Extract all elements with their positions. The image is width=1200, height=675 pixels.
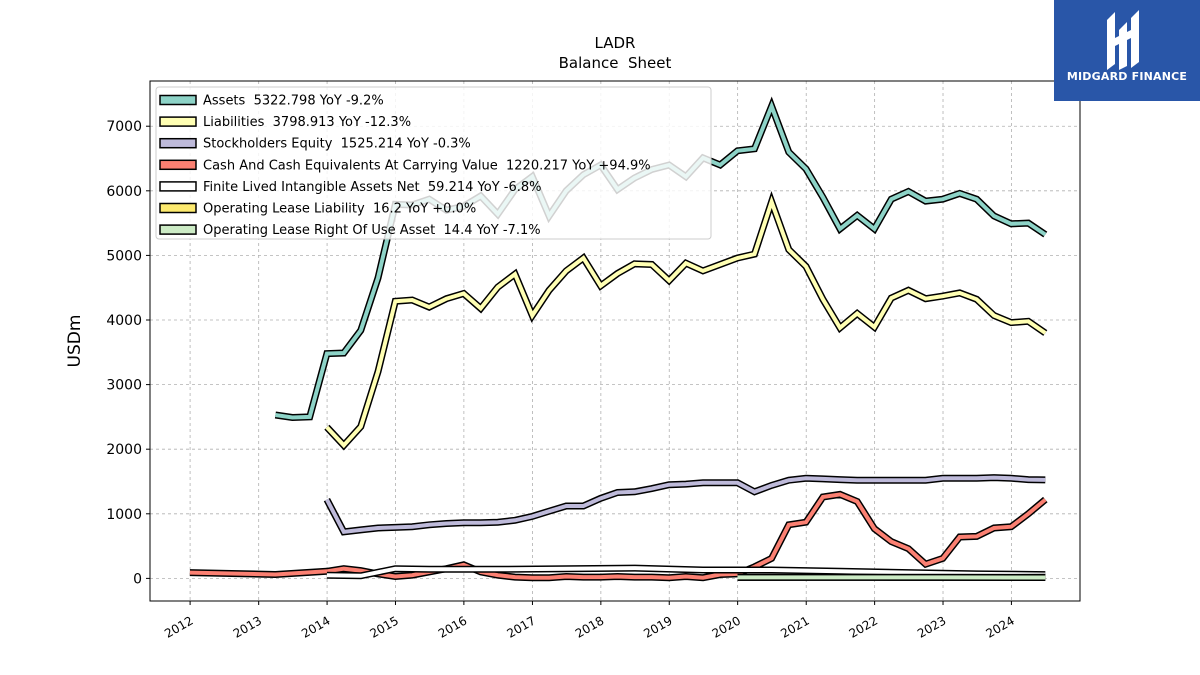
midgard-logo-icon (1107, 10, 1139, 70)
x-tick-label: 2016 (436, 613, 469, 640)
x-tick-label: 2020 (710, 613, 743, 640)
legend-swatch-6 (159, 224, 197, 235)
series-lines (189, 96, 1048, 582)
x-tick-label: 2014 (299, 613, 332, 640)
legend-swatch-4 (159, 181, 197, 192)
plot-frame (149, 80, 1081, 602)
legend-entry-2: Stockholders Equity 1525.214 YoY -0.3% (203, 137, 471, 152)
series-line-2 (325, 475, 1046, 535)
series-line-3 (189, 492, 1047, 580)
y-tick-label: 1000 (106, 507, 142, 523)
y-tick-label: 7000 (106, 119, 142, 135)
legend-entry-6: Operating Lease Right Of Use Asset 14.4 … (203, 223, 541, 238)
series-line-4 (326, 566, 1046, 578)
y-tick-label: 2000 (106, 442, 142, 458)
chart-title: LADR (595, 34, 636, 52)
x-tick-label: 2013 (231, 613, 264, 640)
x-tick-label: 2024 (983, 613, 1016, 640)
y-tick-label: 5000 (106, 248, 142, 264)
legend-entry-4: Finite Lived Intangible Assets Net 59.21… (203, 180, 542, 195)
x-tick-label: 2022 (847, 613, 880, 640)
series-line-1 (325, 195, 1047, 449)
y-tick-label: 3000 (106, 378, 142, 394)
x-tick-label: 2018 (573, 613, 606, 640)
legend-box (155, 86, 712, 240)
x-tick-label: 2015 (368, 613, 401, 640)
legend-swatch-2 (159, 137, 197, 149)
legend-swatch-3 (159, 159, 197, 171)
legend-entry-1: Liabilities 3798.913 YoY -12.3% (203, 115, 411, 130)
x-tick-label: 2021 (778, 613, 811, 640)
legend-swatch-0 (159, 94, 197, 106)
x-tick-label: 2012 (162, 613, 195, 640)
brand-logo: MIDGARD FINANCE (1054, 0, 1200, 101)
y-tick-label: 4000 (106, 313, 142, 329)
chart-subtitle: Balance Sheet (559, 54, 672, 72)
legend-swatch-1 (159, 116, 197, 127)
x-tick-label: 2019 (641, 613, 674, 640)
y-tick-label: 0 (133, 571, 142, 587)
legend-swatch-5 (159, 202, 197, 214)
y-tick-label: 6000 (106, 184, 142, 200)
legend-entry-3: Cash And Cash Equivalents At Carrying Va… (203, 158, 651, 173)
brand-name: MIDGARD FINANCE (1066, 70, 1188, 83)
legend: Assets 5322.798 YoY -9.2% Liabilities 379… (155, 86, 712, 240)
legend-entry-0: Assets 5322.798 YoY -9.2% (203, 94, 384, 109)
x-tick-label: 2023 (915, 613, 948, 640)
x-tick-label: 2017 (505, 613, 538, 640)
legend-entry-5: Operating Lease Liability 16.2 YoY +0.0% (203, 202, 476, 217)
y-axis-label: USDm (65, 315, 85, 368)
